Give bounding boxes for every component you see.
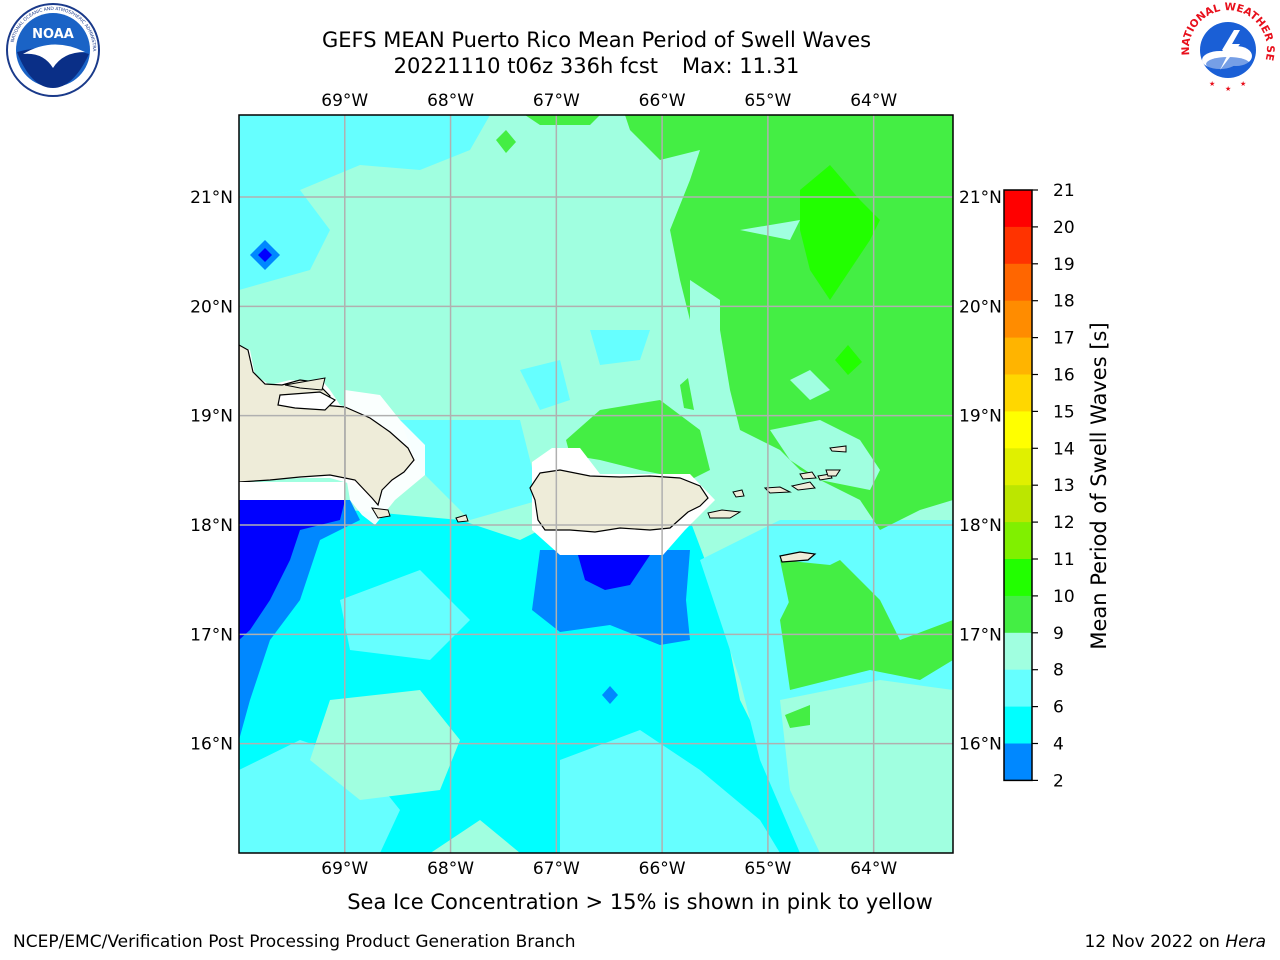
- lat-label-right: 17°N: [959, 625, 1002, 645]
- colorbar-level-label: 14: [1053, 439, 1075, 459]
- lon-label-bottom: 68°W: [427, 859, 474, 879]
- lon-label-top: 66°W: [639, 91, 686, 111]
- lat-label-right: 16°N: [959, 735, 1002, 755]
- colorbar-level-label: 13: [1053, 476, 1075, 496]
- colorbar-segment: [1004, 374, 1032, 412]
- lon-label-top: 64°W: [850, 91, 897, 111]
- lat-label-left: 17°N: [190, 625, 233, 645]
- colorbar-segment: [1004, 669, 1032, 708]
- colorbar-level-label: 16: [1053, 366, 1075, 386]
- map-subtitle: 20221110 t06z 336h fcst Max: 11.31: [0, 53, 1193, 79]
- lon-label-top: 65°W: [744, 91, 791, 111]
- colorbar-level-label: 19: [1053, 255, 1075, 275]
- colorbar-level-label: 18: [1053, 292, 1075, 312]
- national-weather-service-logo: NATIONAL WEATHER SERVICE ★ ★ ★: [1178, 2, 1276, 96]
- colorbar-level-label: 20: [1053, 218, 1075, 238]
- lon-label-bottom: 64°W: [850, 859, 897, 879]
- colorbar-level-label: 17: [1053, 329, 1075, 349]
- noaa-logo: NOAA NATIONAL OCEANIC AND ATMOSPHERIC AD…: [3, 2, 100, 97]
- swell-period-field: [239, 115, 953, 853]
- lat-label-left: 21°N: [190, 188, 233, 208]
- colorbar-segment: [1004, 226, 1032, 265]
- lat-label-left: 18°N: [190, 516, 233, 536]
- axis-tick-labels: 69°W 69°W 68°W 68°W 67°W 67°W 66°W 66°W 65°W 65°W…: [190, 91, 1002, 879]
- colorbar-segment: [1004, 448, 1032, 486]
- colorbar-level-label: 9: [1053, 624, 1064, 644]
- colorbar-segment: [1004, 190, 1032, 228]
- lat-label-right: 18°N: [959, 516, 1002, 536]
- colorbar-level-label: 8: [1053, 661, 1064, 681]
- colorbar-segment: [1004, 263, 1032, 302]
- noaa-logo-text: NOAA: [32, 27, 74, 42]
- colorbar-segment: [1004, 337, 1032, 375]
- lon-label-bottom: 65°W: [744, 859, 791, 879]
- colorbar-segment: [1004, 632, 1032, 671]
- credit-date-text: 12 Nov 2022 on: [1084, 932, 1220, 952]
- colorbar-title: Mean Period of Swell Waves [s]: [1087, 322, 1111, 649]
- svg-text:★: ★: [1240, 80, 1246, 88]
- credit-organization: NCEP/EMC/Verification Post Processing Pr…: [13, 932, 576, 952]
- svg-text:★: ★: [1225, 85, 1231, 93]
- map-title: GEFS MEAN Puerto Rico Mean Period of Swe…: [321, 28, 872, 52]
- credit-date: 12 Nov 2022 on Hera: [1084, 932, 1266, 952]
- colorbar-level-label: 6: [1053, 698, 1064, 718]
- svg-text:★: ★: [1209, 80, 1215, 88]
- lon-label-top: 68°W: [427, 91, 474, 111]
- colorbar-level-label: 12: [1053, 513, 1075, 533]
- colorbar-level-label: 21: [1053, 181, 1075, 201]
- map-frame: [238, 114, 954, 854]
- lat-label-right: 19°N: [959, 407, 1002, 427]
- colorbar: 21 20 19 18 17 16 15 14 13 12 11 10 9 8 6 4 2: [1003, 181, 1075, 791]
- colorbar-segment: [1004, 706, 1032, 744]
- colorbar-segment: [1004, 411, 1032, 449]
- colorbar-segment: [1004, 743, 1032, 781]
- lon-label-bottom: 69°W: [321, 859, 368, 879]
- colorbar-segment: [1004, 559, 1032, 597]
- graticule: [239, 115, 953, 853]
- colorbar-segment: [1004, 485, 1032, 523]
- forecast-date: 20221110 t06z 336h fcst: [393, 54, 659, 78]
- lon-label-top: 67°W: [533, 91, 580, 111]
- credit-machine: Hera: [1225, 932, 1266, 952]
- colorbar-level-label: 10: [1053, 587, 1075, 607]
- colorbar-level-label: 2: [1053, 771, 1064, 791]
- colorbar-level-label: 15: [1053, 402, 1075, 422]
- lat-label-left: 16°N: [190, 735, 233, 755]
- max-value: Max: 11.31: [682, 54, 800, 78]
- lon-label-bottom: 66°W: [639, 859, 686, 879]
- lon-label-bottom: 67°W: [533, 859, 580, 879]
- colorbar-level-label: 11: [1053, 550, 1075, 570]
- lat-label-left: 19°N: [190, 407, 233, 427]
- colorbar-segment: [1004, 522, 1032, 560]
- colorbar-segment: [1004, 595, 1032, 634]
- lon-label-top: 69°W: [321, 91, 368, 111]
- sea-ice-footnote: Sea Ice Concentration > 15% is shown in …: [347, 890, 933, 914]
- lat-label-right: 20°N: [959, 297, 1002, 317]
- colorbar-level-label: 4: [1053, 735, 1064, 755]
- lat-label-left: 20°N: [190, 297, 233, 317]
- colorbar-segment: [1004, 300, 1032, 339]
- lat-label-right: 21°N: [959, 188, 1002, 208]
